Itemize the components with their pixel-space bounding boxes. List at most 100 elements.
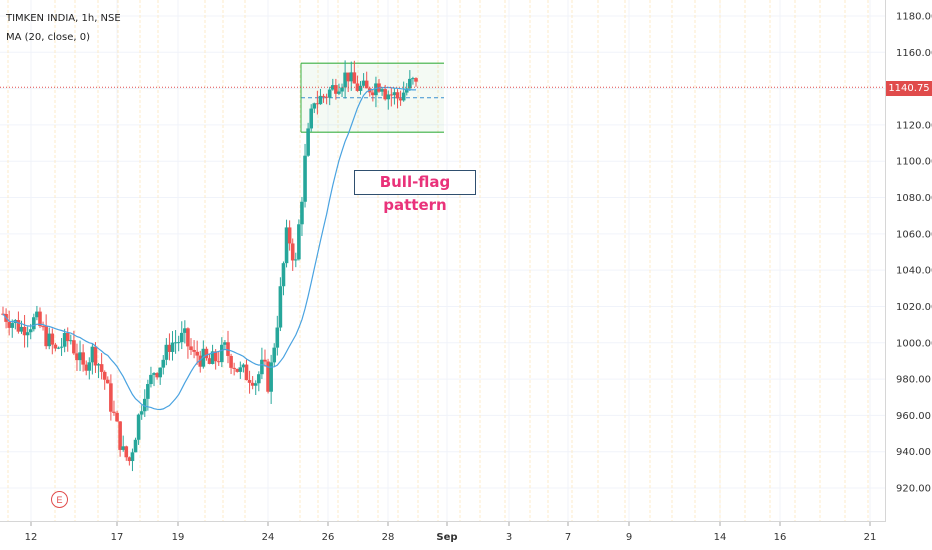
candle-up [361, 80, 366, 86]
last-price-label: 1140.75 [886, 81, 932, 96]
candle-up [90, 346, 95, 363]
candle-down [75, 353, 79, 361]
candle-down [109, 383, 113, 412]
candle-up [152, 373, 156, 375]
price-tick-label: 1060.00 [896, 229, 932, 240]
price-tick-label: 1000.00 [896, 338, 932, 349]
candle-down [53, 344, 58, 349]
candle-up [404, 88, 409, 93]
candle-down [263, 359, 267, 362]
candle-up [281, 263, 286, 287]
candle-up [149, 374, 153, 385]
candle-up [358, 85, 363, 91]
candle-down [81, 352, 85, 365]
candle-up [161, 359, 166, 368]
candle-down [118, 421, 122, 450]
candle-up [238, 367, 243, 372]
candle-down [84, 364, 89, 371]
candle-down [235, 368, 240, 372]
earnings-icon[interactable]: E [51, 491, 68, 508]
candle-down [266, 361, 270, 392]
candle-up [318, 95, 323, 105]
candle-down [383, 89, 387, 100]
candle-down [124, 446, 129, 458]
candle-up [47, 333, 52, 347]
candle-up [272, 347, 277, 363]
candle-up [164, 344, 169, 360]
candle-down [65, 332, 70, 342]
indicator-title[interactable]: MA (20, close, 0) [6, 32, 91, 43]
candle-up [392, 92, 397, 96]
candle-up [380, 89, 384, 92]
candle-up [269, 362, 273, 392]
candle-up [69, 340, 73, 342]
time-tick-label: 26 [322, 532, 335, 543]
candle-up [309, 108, 314, 129]
candle-up [349, 72, 354, 82]
time-tick-label: 16 [774, 532, 787, 543]
candle-up [343, 72, 347, 88]
candle-up [411, 78, 415, 80]
time-tick-label: 19 [172, 532, 185, 543]
candle-up [303, 155, 307, 202]
candle-down [346, 72, 350, 82]
price-axis: 920.00 940.00 960.00 980.00 1000.00 1020.00 10… [896, 12, 932, 495]
candle-down [93, 346, 98, 366]
time-tick-label: 24 [262, 532, 275, 543]
candle-up [35, 311, 39, 318]
candle-down [287, 227, 292, 244]
candle-down [189, 346, 193, 350]
candle-down [414, 78, 418, 82]
candle-down [22, 326, 27, 336]
candle-up [78, 352, 82, 361]
candle-down [207, 358, 212, 364]
candle-down [72, 340, 76, 354]
price-tick-label: 1180.00 [896, 12, 932, 23]
candle-up [278, 286, 283, 328]
candle-up [62, 332, 67, 347]
candle-down [321, 95, 326, 97]
candle-up [139, 411, 144, 415]
candle-up [327, 89, 332, 98]
candle-up [142, 398, 147, 412]
candlesticks [1, 60, 418, 472]
time-tick-label: Sep [436, 532, 457, 543]
candle-down [232, 367, 236, 369]
candle-down [99, 364, 104, 372]
candle-up [297, 224, 301, 260]
candle-up [173, 342, 178, 344]
candle-down [198, 355, 203, 367]
price-tick-label: 1020.00 [896, 302, 932, 313]
candle-down [315, 103, 320, 105]
price-tick-label: 1040.00 [896, 266, 932, 277]
candle-up [136, 414, 141, 440]
candle-down [364, 80, 369, 89]
candle-down [229, 355, 233, 368]
candle-up [330, 85, 335, 90]
candle-down [389, 94, 394, 96]
price-tick-label: 920.00 [896, 484, 931, 495]
candle-up [28, 329, 33, 333]
candle-up [183, 328, 187, 333]
candle-down [112, 411, 116, 413]
candle-down [324, 96, 329, 98]
pattern-annotation[interactable]: Bull-flag pattern [354, 170, 476, 214]
candle-down [226, 342, 230, 356]
candle-down [186, 328, 190, 347]
candle-down [192, 349, 196, 352]
time-tick-label: 12 [25, 532, 38, 543]
price-tick-label: 980.00 [896, 375, 931, 386]
candle-up [408, 78, 412, 89]
symbol-title[interactable]: TIMKEN INDIA, 1h, NSE [6, 13, 121, 24]
candle-up [257, 374, 261, 384]
candle-up [340, 87, 344, 92]
time-axis: 12 17 19 24 26 28 Sep 3 7 9 14 16 21 [25, 522, 876, 543]
candle-up [210, 351, 215, 364]
candle-up [260, 359, 264, 375]
candle-up [10, 323, 15, 328]
candle-down [352, 72, 357, 84]
price-tick-label: 940.00 [896, 447, 931, 458]
price-tick-label: 960.00 [896, 411, 931, 422]
time-tick-label: 7 [565, 532, 571, 543]
